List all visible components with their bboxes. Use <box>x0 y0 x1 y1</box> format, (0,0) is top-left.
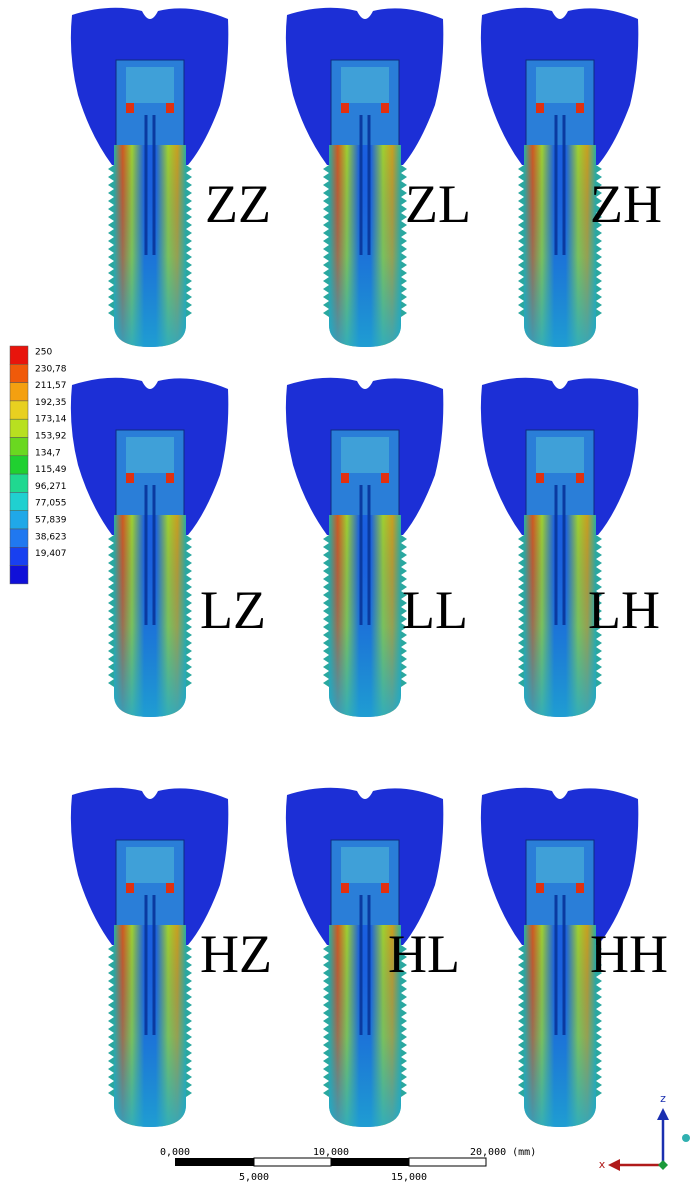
legend-swatch <box>10 383 28 401</box>
model-label: HL <box>388 924 460 984</box>
legend-swatch <box>10 492 28 510</box>
legend-swatch <box>10 456 28 474</box>
legend-label: 19,407 <box>35 549 67 559</box>
scale-label: 15,000 <box>391 1172 427 1183</box>
legend-label: 134,7 <box>35 448 61 458</box>
legend-label: 192,35 <box>35 398 67 408</box>
legend-swatch <box>10 547 28 565</box>
model-label: LL <box>402 580 468 640</box>
y-axis <box>658 1160 668 1170</box>
scale-label: 20,000 (mm) <box>470 1147 536 1158</box>
legend-label: 230,78 <box>35 364 67 374</box>
scale-segment <box>331 1158 409 1166</box>
implant <box>71 378 228 717</box>
legend-swatch <box>10 566 28 584</box>
legend-label: 211,57 <box>35 381 67 391</box>
color-legend: 250 230,78 211,57 192,35 173,14 153,92 134,7 11… <box>10 346 67 584</box>
x-label: x <box>599 1158 606 1171</box>
scale-segment <box>254 1158 331 1166</box>
legend-swatch <box>10 401 28 419</box>
x-arrow <box>608 1159 620 1171</box>
model-label: ZL <box>405 174 471 234</box>
model-label: HH <box>590 924 668 984</box>
legend-swatch <box>10 529 28 547</box>
legend-swatch <box>10 438 28 456</box>
implant <box>286 378 443 717</box>
legend-swatch <box>10 346 28 364</box>
legend-label: 250 <box>35 348 52 358</box>
model-label: ZZ <box>205 174 271 234</box>
legend-swatch <box>10 511 28 529</box>
legend-label: 173,14 <box>35 415 67 425</box>
model-label: LH <box>588 580 660 640</box>
z-arrow <box>657 1108 669 1120</box>
legend-swatch <box>10 419 28 437</box>
figure: ZZ ZL ZH LZ LL LH HZ HL HH 250 230,78 211,57 192,35… <box>0 0 691 1189</box>
legend-label: 96,271 <box>35 482 67 492</box>
scale-label: 10,000 <box>313 1147 349 1158</box>
legend-label: 77,055 <box>35 499 67 509</box>
z-label: z <box>660 1092 666 1105</box>
model-label: ZH <box>590 174 662 234</box>
model-label: HZ <box>200 924 272 984</box>
scale-segment <box>175 1158 254 1166</box>
scale-label: 0,000 <box>160 1147 190 1158</box>
legend-swatch <box>10 474 28 492</box>
legend-label: 38,623 <box>35 532 67 542</box>
legend-label: 115,49 <box>35 465 67 475</box>
legend-swatch <box>10 364 28 382</box>
model-label: LZ <box>200 580 266 640</box>
view-dot <box>682 1134 690 1142</box>
axis-triad: z x <box>599 1092 690 1171</box>
scale-label: 5,000 <box>239 1172 269 1183</box>
implant-models <box>71 8 638 1127</box>
legend-label: 153,92 <box>35 432 67 442</box>
implant <box>481 378 638 717</box>
scale-bar: 0,000 10,000 20,000 (mm) 5,000 15,000 <box>160 1147 536 1183</box>
legend-label: 57,839 <box>35 516 67 526</box>
scale-segment <box>409 1158 486 1166</box>
